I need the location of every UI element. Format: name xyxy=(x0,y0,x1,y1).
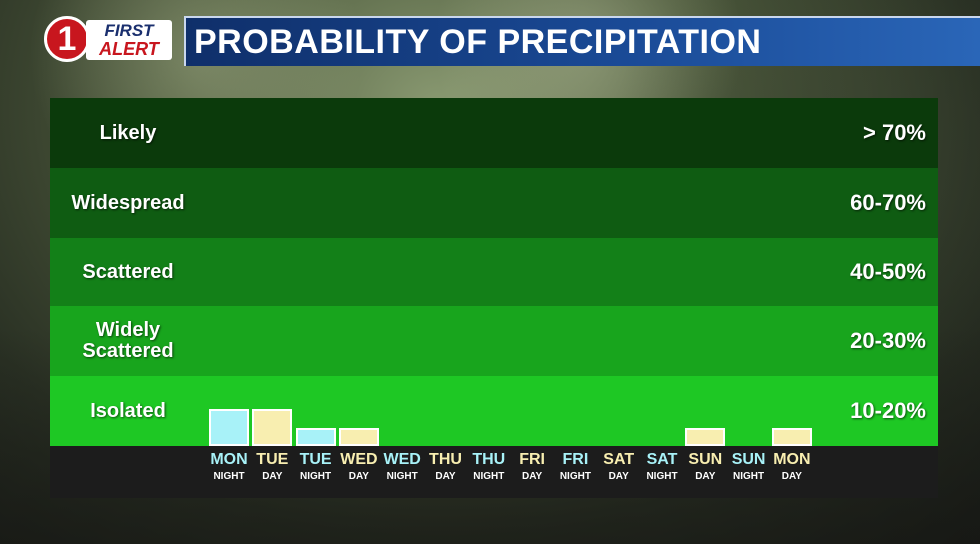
first-alert-wordmark: FIRST ALERT xyxy=(86,20,172,60)
tick-period-label: NIGHT xyxy=(213,471,245,482)
tick-period-label: DAY xyxy=(262,471,283,482)
tick-day-label: WED xyxy=(383,451,421,468)
channel-1-logo-mark: 1 xyxy=(44,16,90,62)
x-tick-label: FRI NIGHT xyxy=(553,452,597,482)
x-tick-label: MON NIGHT xyxy=(207,452,251,482)
tick-day-label: FRI xyxy=(562,451,589,468)
x-tick-label: TUE NIGHT xyxy=(294,452,338,482)
band-label: Isolated xyxy=(90,399,166,422)
tick-day-label: SUN xyxy=(731,451,766,468)
band-label: Scattered xyxy=(82,260,174,283)
tick-day-label: SUN xyxy=(688,451,723,468)
x-tick-label: SUN DAY xyxy=(683,452,727,482)
precip-bar xyxy=(685,427,726,446)
precipitation-chart: Likely > 70% Widespread 60-70% Scattered 40-5… xyxy=(50,98,938,498)
bar-series xyxy=(50,98,938,446)
tick-day-label: MON xyxy=(773,451,811,468)
tick-period-label: DAY xyxy=(781,471,802,482)
tick-period-label: DAY xyxy=(435,471,456,482)
tick-day-label: FRI xyxy=(519,451,545,468)
band-range: 40-50% xyxy=(850,259,926,284)
x-tick-label: SAT DAY xyxy=(597,452,641,482)
x-tick-label: WED NIGHT xyxy=(380,452,424,482)
page-title: PROBABILITY OF PRECIPITATION xyxy=(194,23,762,61)
probability-band: Widespread 60-70% xyxy=(50,168,938,238)
tick-day-label: THU xyxy=(429,451,462,468)
tick-day-label: THU xyxy=(472,451,506,468)
precip-bar xyxy=(295,427,336,446)
x-tick-label: THU NIGHT xyxy=(467,452,511,482)
band-label: Widespread xyxy=(71,191,185,214)
first-alert-logo: 1 FIRST ALERT xyxy=(44,14,174,66)
tick-period-label: NIGHT xyxy=(300,471,332,482)
band-range: 60-70% xyxy=(850,190,926,215)
tick-period-label: NIGHT xyxy=(473,471,505,482)
x-tick-label: TUE DAY xyxy=(250,452,294,482)
tick-period-label: NIGHT xyxy=(733,471,765,482)
band-range: 20-30% xyxy=(850,328,926,353)
precip-bar xyxy=(252,409,293,446)
x-tick-label: FRI DAY xyxy=(510,452,554,482)
x-tick-label: THU DAY xyxy=(424,452,468,482)
tick-period-label: NIGHT xyxy=(559,471,591,482)
precip-bar xyxy=(338,427,379,446)
tick-day-label: TUE xyxy=(299,451,332,468)
tick-period-label: NIGHT xyxy=(386,471,418,482)
tick-day-label: SAT xyxy=(646,451,678,468)
band-range: 10-20% xyxy=(850,398,926,423)
tick-period-label: DAY xyxy=(521,471,543,482)
tick-day-label: WED xyxy=(340,451,378,468)
precip-bar xyxy=(209,409,249,446)
band-label: Likely xyxy=(99,121,157,144)
probability-band: Scattered 40-50% xyxy=(50,238,938,306)
tick-day-label: MON xyxy=(210,451,248,468)
x-axis-strip xyxy=(50,446,938,498)
x-tick-label: MON DAY xyxy=(770,452,814,482)
tick-period-label: DAY xyxy=(695,471,716,482)
logo-alert-text: ALERT xyxy=(99,39,159,59)
tick-period-label: DAY xyxy=(608,471,629,482)
x-tick-label: SUN NIGHT xyxy=(727,452,771,482)
band-label: Widely Scattered xyxy=(82,319,174,362)
tick-day-label: SAT xyxy=(603,451,635,468)
tick-day-label: TUE xyxy=(256,451,289,468)
tick-period-label: NIGHT xyxy=(646,471,678,482)
probability-band: Likely > 70% xyxy=(50,98,938,168)
band-range: > 70% xyxy=(863,120,926,145)
probability-band: Widely Scattered 20-30% xyxy=(50,306,938,376)
x-tick-label: SAT NIGHT xyxy=(640,452,684,482)
precip-bar xyxy=(771,427,812,446)
logo-first-text: FIRST xyxy=(104,21,154,40)
tick-period-label: DAY xyxy=(348,471,369,482)
title-bar: PROBABILITY OF PRECIPITATION xyxy=(184,16,980,66)
x-tick-label: WED DAY xyxy=(337,452,381,482)
